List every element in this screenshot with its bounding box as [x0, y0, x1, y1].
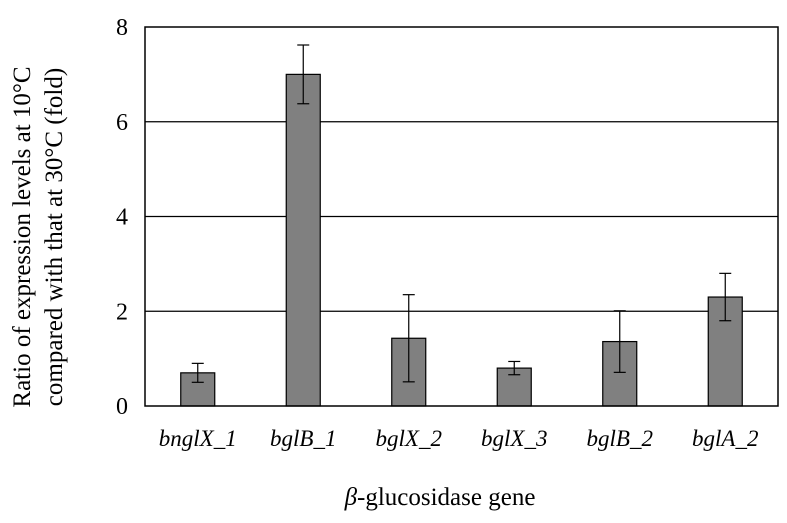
y-tick-label-6: 6 [116, 110, 128, 136]
bars [180, 73, 743, 407]
x-axis-title: β-glucosidase gene [344, 484, 536, 511]
x-tick-label-bglX_2: bglX_2 [376, 426, 442, 451]
x-axis-title-symbol: β [344, 484, 358, 511]
x-tick-label-bglX_3: bglX_3 [481, 426, 547, 451]
y-axis-title-line-1: Ratio of expression levels at 10°C [9, 66, 36, 407]
plot-border [144, 26, 779, 407]
bar-bglB_1 [285, 73, 321, 407]
gridlines [145, 121, 778, 312]
x-tick-label-bnglX_1: bnglX_1 [159, 426, 237, 451]
y-axis-title-line-2: compared with that at 30°C (fold) [41, 68, 68, 406]
x-tick-label-bglA_2: bglA_2 [692, 426, 758, 451]
x-tick-labels: bnglX_1 bglB_1 bglX_2 bglX_3 bglB_2 bglA_2 [159, 426, 759, 451]
y-tick-label-8: 8 [116, 15, 128, 41]
x-tick-label-bglB_2: bglB_2 [587, 426, 653, 451]
y-tick-label-4: 4 [116, 205, 128, 231]
plot-frame [144, 26, 779, 407]
y-tick-label-0: 0 [116, 394, 128, 420]
x-tick-label-bglB_1: bglB_1 [270, 426, 336, 451]
error-bars [191, 44, 732, 383]
y-tick-label-2: 2 [116, 299, 128, 325]
x-axis-title-text: -glucosidase gene [357, 484, 535, 511]
y-tick-labels: 0 2 4 6 8 [116, 15, 128, 420]
